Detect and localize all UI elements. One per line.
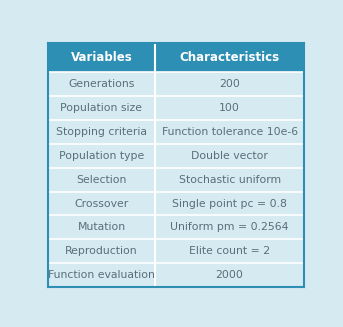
Text: Variables: Variables: [71, 51, 132, 64]
Text: Characteristics: Characteristics: [179, 51, 280, 64]
Text: Selection: Selection: [76, 175, 127, 185]
Text: Mutation: Mutation: [78, 222, 126, 232]
Text: Double vector: Double vector: [191, 151, 268, 161]
Text: 100: 100: [219, 103, 240, 113]
Bar: [48, 43, 304, 72]
Text: Stopping criteria: Stopping criteria: [56, 127, 147, 137]
Text: Single point pc = 0.8: Single point pc = 0.8: [172, 198, 287, 209]
Text: Function evaluation: Function evaluation: [48, 270, 155, 280]
Text: Reproduction: Reproduction: [65, 246, 138, 256]
Text: Elite count = 2: Elite count = 2: [189, 246, 270, 256]
Text: Population size: Population size: [60, 103, 142, 113]
Text: Generations: Generations: [68, 79, 135, 89]
Text: Population type: Population type: [59, 151, 144, 161]
Text: Stochastic uniform: Stochastic uniform: [179, 175, 281, 185]
Text: Uniform pm = 0.2564: Uniform pm = 0.2564: [170, 222, 289, 232]
Text: 200: 200: [219, 79, 240, 89]
Text: Crossover: Crossover: [74, 198, 129, 209]
Text: 2000: 2000: [216, 270, 244, 280]
Text: Function tolerance 10e-6: Function tolerance 10e-6: [162, 127, 298, 137]
